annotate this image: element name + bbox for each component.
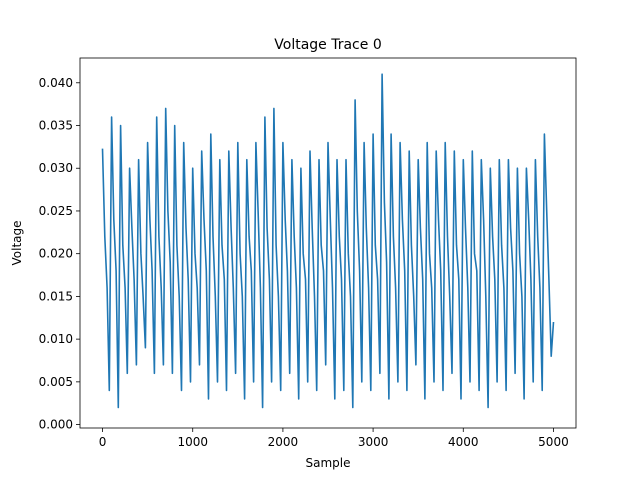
y-axis: 0.000 0.005 0.010 0.015 0.020 0.025 0.030 0.035…	[39, 76, 80, 432]
axes-frame	[79, 57, 577, 429]
y-tick-label: 0.035	[39, 119, 73, 133]
x-tick-label: 1000	[177, 435, 208, 449]
y-tick-label: 0.000	[39, 418, 73, 432]
x-axis-label: Sample	[306, 456, 351, 470]
y-tick-label: 0.010	[39, 332, 73, 346]
y-tick-label: 0.020	[39, 247, 73, 261]
chart-title: Voltage Trace 0	[274, 37, 381, 53]
x-tick-label: 0	[99, 435, 107, 449]
x-tick-label: 2000	[268, 435, 299, 449]
series-line-voltage	[101, 73, 555, 409]
y-tick-label: 0.025	[39, 204, 73, 218]
x-tick-label: 5000	[538, 435, 569, 449]
y-tick-label: 0.040	[39, 76, 73, 90]
y-tick-label: 0.005	[39, 375, 73, 389]
y-tick-label: 0.015	[39, 289, 73, 303]
x-tick-label: 3000	[358, 435, 389, 449]
x-axis: 0 1000 2000 3000 4000 5000	[99, 428, 569, 449]
x-tick-label: 4000	[448, 435, 479, 449]
plot-area	[101, 73, 555, 409]
y-tick-label: 0.030	[39, 161, 73, 175]
y-axis-label: Voltage	[10, 220, 24, 265]
